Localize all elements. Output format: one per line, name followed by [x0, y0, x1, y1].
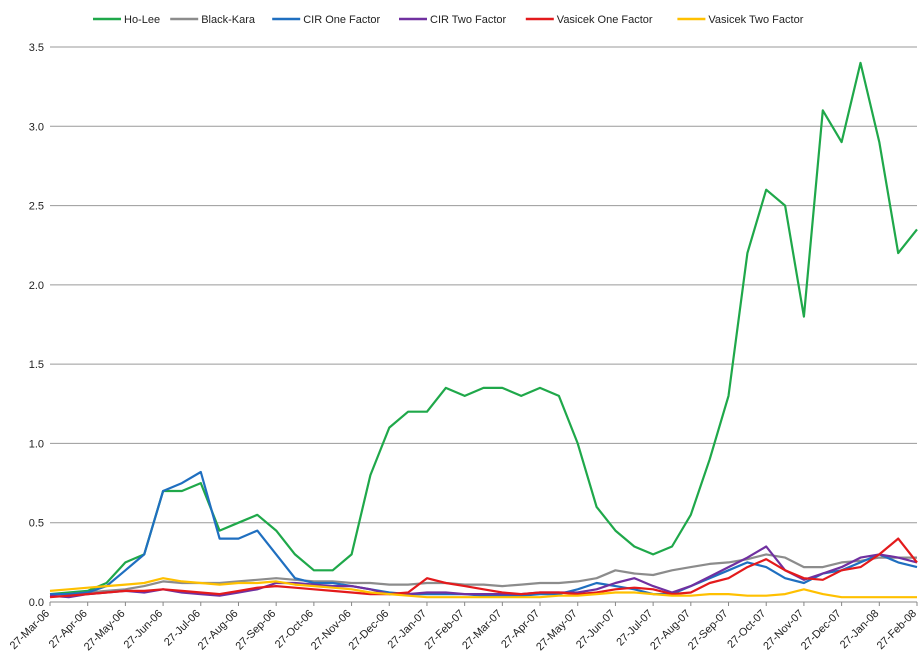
y-tick-label: 3.0: [29, 121, 44, 133]
x-tick-label: 27-Feb-07: [422, 608, 466, 652]
series-line: [49, 545, 918, 599]
legend-label: Vasicek Two Factor: [708, 14, 803, 26]
series-line: [50, 553, 917, 596]
x-tick-label: 27-May-06: [82, 608, 128, 654]
y-tick-label: 2.5: [29, 201, 44, 213]
x-tick-label: 27-Jun-07: [574, 608, 618, 652]
x-tick-label: 27-Mar-07: [460, 608, 504, 652]
x-tick-label: 27-Feb-08: [875, 608, 919, 652]
x-tick-label: 27-Jun-06: [122, 608, 166, 652]
legend-label: Black-Kara: [201, 14, 256, 26]
y-tick-label: 0.0: [29, 597, 44, 609]
x-tick-label: 27-Sep-07: [686, 608, 731, 653]
y-tick-label: 3.5: [29, 42, 44, 54]
x-tick-label: 27-Dec-07: [799, 608, 844, 653]
legend-label: Ho-Lee: [124, 14, 160, 26]
legend-item: Vasicek Two Factor: [677, 14, 804, 26]
series-line: [49, 61, 918, 596]
legend-item: CIR One Factor: [272, 14, 381, 26]
x-tick-label: 27-Mar-06: [8, 608, 52, 652]
legend-label: CIR One Factor: [303, 14, 380, 26]
x-tick-label: 27-May-07: [534, 608, 580, 654]
series-line: [50, 470, 918, 597]
legend-label: CIR Two Factor: [430, 14, 507, 26]
series-line: [49, 577, 917, 599]
legend-item: Black-Kara: [170, 14, 256, 26]
y-tick-label: 0.5: [29, 518, 44, 530]
y-tick-label: 2.0: [29, 280, 44, 292]
x-tick-label: 27-Sep-06: [233, 608, 278, 653]
legend-item: CIR Two Factor: [399, 14, 507, 26]
legend-label: Vasicek One Factor: [557, 14, 653, 26]
y-tick-label: 1.5: [29, 359, 44, 371]
series-line: [49, 537, 918, 599]
legend-item: Vasicek One Factor: [525, 14, 653, 26]
legend-item: Ho-Lee: [93, 14, 160, 26]
x-tick-label: 27-Dec-06: [347, 608, 392, 653]
y-tick-label: 1.0: [29, 438, 44, 450]
